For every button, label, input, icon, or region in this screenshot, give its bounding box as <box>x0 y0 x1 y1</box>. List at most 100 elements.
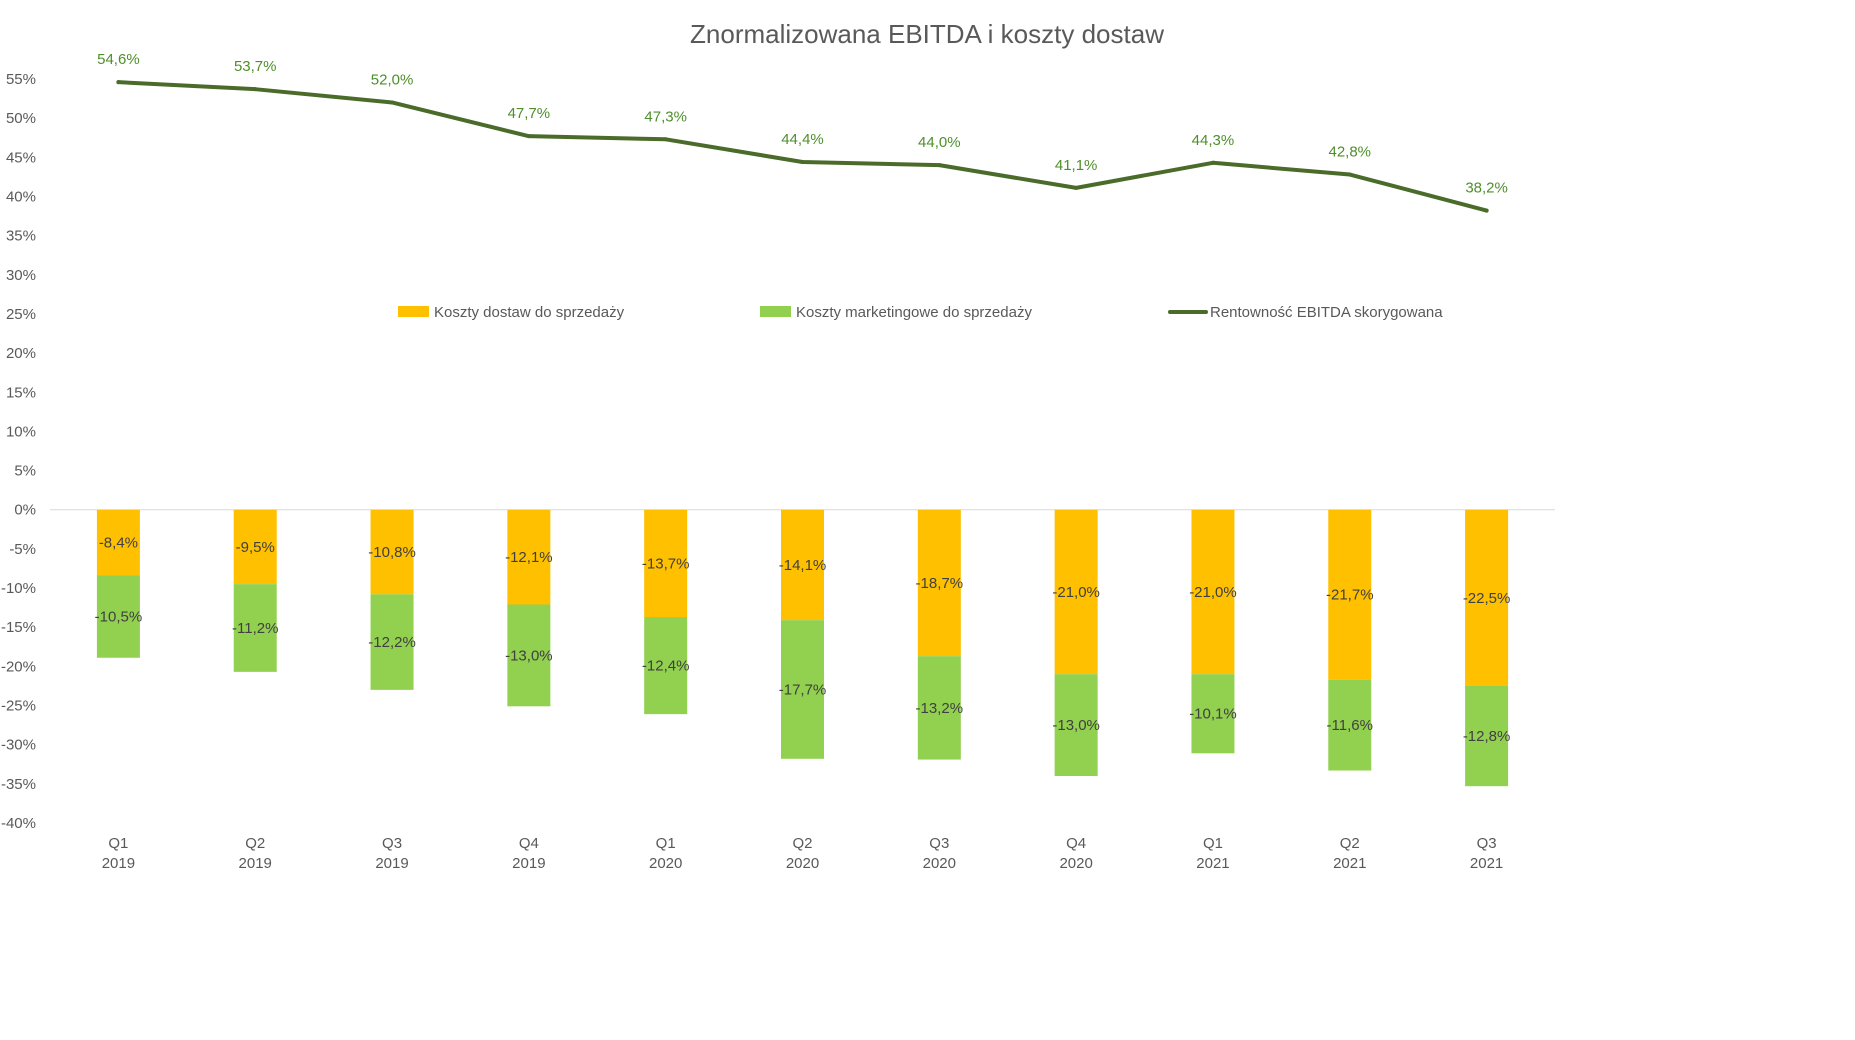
marketing-cost-label: -11,2% <box>232 620 278 637</box>
x-tick-label-year: 2019 <box>512 855 545 872</box>
delivery-cost-label: -22,5% <box>1463 590 1511 607</box>
delivery-cost-label: -13,7% <box>642 555 690 572</box>
x-tick-label-year: 2020 <box>923 855 956 872</box>
x-tick-label-quarter: Q3 <box>929 835 949 852</box>
x-tick-label-year: 2019 <box>239 855 272 872</box>
ebitda-point <box>253 87 258 92</box>
ebitda-label: 44,3% <box>1192 132 1235 149</box>
marketing-cost-label: -10,5% <box>95 609 143 626</box>
delivery-cost-label: -10,8% <box>368 544 416 561</box>
marketing-cost-label: -10,1% <box>1189 706 1237 723</box>
ebitda-point <box>1484 208 1489 213</box>
ebitda-point <box>800 160 805 165</box>
y-tick-label: 0% <box>14 502 36 519</box>
x-tick-label-quarter: Q4 <box>519 835 539 852</box>
marketing-cost-label: -13,0% <box>505 647 553 664</box>
delivery-cost-bar <box>1465 509 1509 686</box>
delivery-cost-bar <box>781 509 824 621</box>
marketing-cost-bar <box>917 656 961 760</box>
x-tick-label-year: 2021 <box>1333 855 1366 872</box>
x-tick-label-quarter: Q2 <box>1340 835 1360 852</box>
ebitda-label: 47,7% <box>508 105 551 122</box>
x-tick-label-year: 2020 <box>649 855 682 872</box>
marketing-cost-bar <box>233 584 277 672</box>
y-tick-label: 5% <box>14 463 36 480</box>
delivery-cost-bar <box>644 509 688 618</box>
marketing-cost-label: -11,6% <box>1327 717 1373 734</box>
delivery-cost-bar <box>1191 509 1235 675</box>
ebitda-point <box>1074 185 1079 190</box>
x-tick-label-year: 2020 <box>786 855 819 872</box>
y-tick-label: -35% <box>1 776 36 793</box>
marketing-cost-label: -13,0% <box>1052 717 1100 734</box>
marketing-cost-bar <box>1054 674 1098 777</box>
y-tick-label: 55% <box>6 71 36 88</box>
marketing-cost-bar <box>1191 674 1235 754</box>
ebitda-point <box>937 163 942 168</box>
marketing-cost-label: -12,4% <box>642 658 690 675</box>
x-tick-label-quarter: Q2 <box>245 835 265 852</box>
marketing-cost-bar <box>96 575 140 658</box>
x-tick-label-quarter: Q2 <box>792 835 812 852</box>
y-tick-label: 25% <box>6 306 36 323</box>
x-tick-label-quarter: Q3 <box>1477 835 1497 852</box>
ebitda-label: 41,1% <box>1055 157 1098 174</box>
delivery-cost-label: -21,0% <box>1052 584 1100 601</box>
chart-title: Znormalizowana EBITDA i koszty dostaw <box>690 19 1164 49</box>
delivery-cost-bar <box>507 509 551 605</box>
y-tick-label: -25% <box>1 698 36 715</box>
x-tick-label-year: 2019 <box>102 855 135 872</box>
marketing-cost-bar <box>1328 679 1372 771</box>
x-tick-label-year: 2020 <box>1059 855 1092 872</box>
delivery-cost-label: -12,1% <box>505 549 553 566</box>
ebitda-point <box>526 134 531 139</box>
marketing-cost-bar <box>644 617 688 715</box>
marketing-cost-bar <box>507 604 551 707</box>
delivery-cost-label: -8,4% <box>99 535 138 552</box>
legend-label: Koszty marketingowe do sprzedaży <box>796 304 1032 321</box>
delivery-cost-bar <box>917 509 961 657</box>
delivery-cost-bar <box>233 509 277 585</box>
ebitda-label: 54,6% <box>97 51 140 68</box>
y-tick-label: 30% <box>6 267 36 284</box>
marketing-cost-bar <box>370 594 414 690</box>
ebitda-label: 42,8% <box>1328 144 1371 161</box>
marketing-cost-label: -12,2% <box>368 634 416 651</box>
ebitda-label: 53,7% <box>234 58 277 75</box>
ebitda-point <box>390 100 395 105</box>
legend-swatch <box>760 306 791 317</box>
delivery-cost-label: -21,7% <box>1326 587 1374 604</box>
marketing-cost-label: -13,2% <box>916 700 964 717</box>
delivery-cost-label: -21,0% <box>1189 584 1237 601</box>
y-tick-label: 15% <box>6 384 36 401</box>
delivery-cost-label: -9,5% <box>236 539 275 556</box>
marketing-cost-bar <box>781 620 824 759</box>
x-tick-label-year: 2021 <box>1470 855 1503 872</box>
y-tick-label: 35% <box>6 228 36 245</box>
delivery-cost-bar <box>96 509 140 576</box>
marketing-cost-label: -17,7% <box>779 681 827 698</box>
x-tick-label-quarter: Q1 <box>108 835 128 852</box>
y-tick-label: 50% <box>6 110 36 127</box>
y-tick-label: -30% <box>1 737 36 754</box>
x-tick-label-quarter: Q4 <box>1066 835 1086 852</box>
legend-label: Rentowność EBITDA skorygowana <box>1210 304 1443 321</box>
x-tick-label-quarter: Q1 <box>656 835 676 852</box>
y-tick-label: -5% <box>9 541 36 558</box>
y-tick-label: -20% <box>1 658 36 675</box>
y-tick-label: 45% <box>6 149 36 166</box>
ebitda-label: 44,0% <box>918 134 961 151</box>
y-tick-label: 10% <box>6 423 36 440</box>
ebitda-label: 47,3% <box>644 108 687 125</box>
marketing-cost-label: -12,8% <box>1463 728 1511 745</box>
delivery-cost-bar <box>1054 509 1098 675</box>
y-tick-label: 20% <box>6 345 36 362</box>
ebitda-point <box>116 80 121 85</box>
ebitda-point <box>1347 172 1352 177</box>
y-tick-label: 40% <box>6 188 36 205</box>
delivery-cost-label: -14,1% <box>779 557 827 574</box>
marketing-cost-bar <box>1465 685 1509 787</box>
delivery-cost-bar <box>370 509 414 595</box>
y-tick-label: -40% <box>1 815 36 832</box>
